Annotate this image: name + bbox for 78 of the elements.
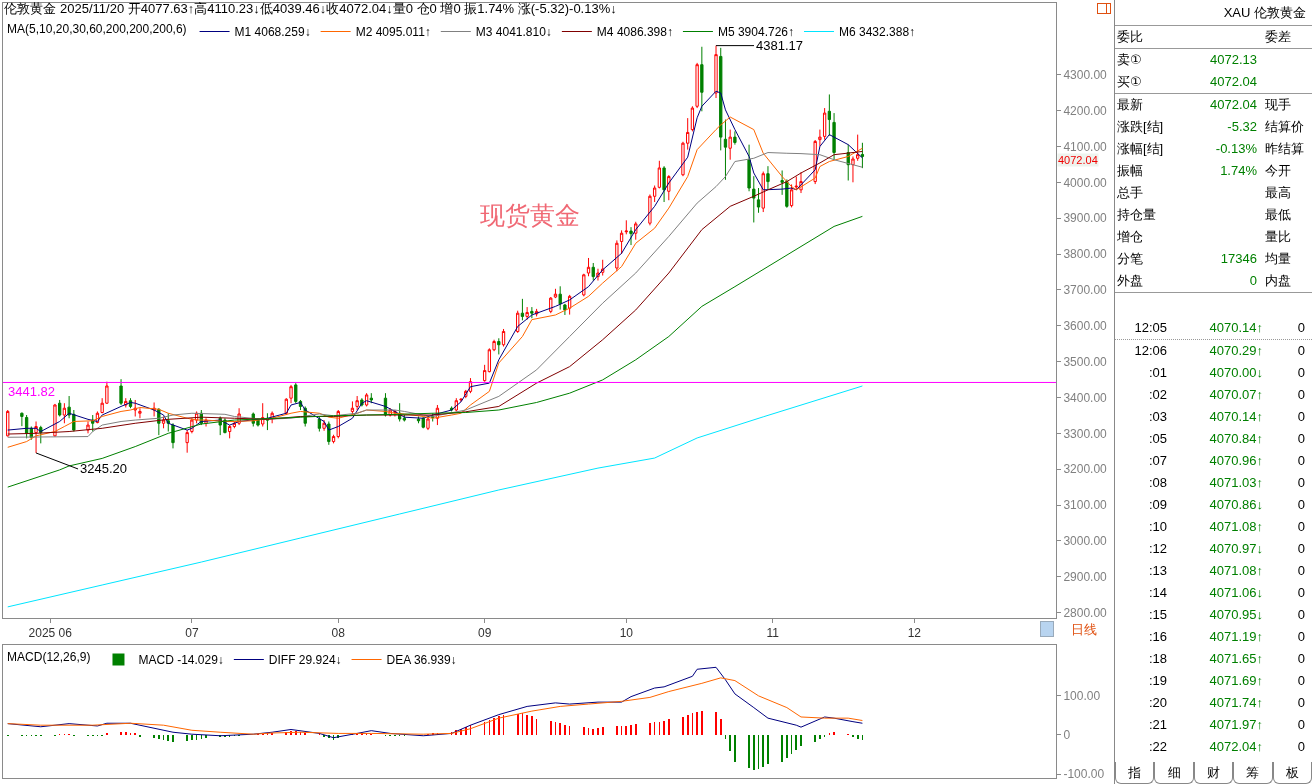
- y-tick-label: 3600.00: [1063, 318, 1108, 333]
- text: 12:05 4070.14↑ 0: [1134, 320, 1305, 335]
- legend-label: M4 4086.398↑: [596, 25, 673, 40]
- legend-title: MA(5,10,20,30,60,200,200,200,6): [7, 21, 187, 36]
- y-tick-label: 2800.00: [1063, 605, 1108, 620]
- text: :19 4071.69↑ 0: [1148, 673, 1305, 688]
- y-tick-label: 4100.00: [1063, 139, 1108, 154]
- y-tick-label: 3300.00: [1063, 426, 1108, 441]
- text: 买① 4072.04: [1117, 74, 1257, 89]
- text: :08 4071.03↑ 0: [1148, 475, 1305, 490]
- text: 总手 最高: [1117, 185, 1291, 200]
- text: :09 4070.86↓ 0: [1148, 497, 1305, 512]
- text: 12:06 4070.29↑ 0: [1134, 343, 1305, 358]
- y-tick-label: 4300.00: [1063, 67, 1108, 82]
- legend-label: M3 4041.810↓: [475, 25, 552, 40]
- text: :18 4071.65↑ 0: [1148, 651, 1305, 666]
- y-tick-label: 3900.00: [1063, 211, 1108, 226]
- y-tick-label: 3800.00: [1063, 247, 1108, 262]
- text: :01 4070.00↓ 0: [1148, 365, 1305, 380]
- text: :21 4071.97↑ 0: [1148, 717, 1305, 732]
- ref-line-label: 3441.82: [8, 384, 55, 399]
- text: :22 4072.04↑ 0: [1148, 739, 1305, 754]
- annotation: 现货黄金: [480, 201, 580, 229]
- text: 振幅 1.74% 今开: [1117, 163, 1291, 178]
- y-tick-label: 100.00: [1063, 689, 1101, 704]
- text: XAU 伦敦黄金: [1115, 0, 1312, 26]
- legend-title: MACD(12,26,9): [7, 649, 91, 664]
- text: :12 4070.97↓ 0: [1148, 541, 1305, 556]
- text: :07 4070.96↑ 0: [1148, 453, 1305, 468]
- text: 卖① 4072.13: [1117, 52, 1257, 67]
- legend-label: M2 4095.011↑: [355, 25, 431, 40]
- text: 分笔 17346 均量: [1117, 251, 1291, 266]
- text: 最新 4072.04 现手: [1117, 97, 1291, 112]
- y-tick-label: 4200.00: [1063, 103, 1108, 118]
- text: 指 细 财 筹 板: [1128, 765, 1299, 780]
- y-tick-label: 2900.00: [1063, 569, 1108, 584]
- legend-label: DIFF 29.924↓: [268, 653, 342, 668]
- x-tick-label: 10: [619, 626, 634, 641]
- y-tick-label: 3500.00: [1063, 354, 1108, 369]
- x-tick-label: 08: [331, 626, 346, 641]
- legend-label: M6 3432.388↑: [839, 25, 916, 40]
- text: 涨幅[结] -0.13% 昨结算: [1117, 141, 1304, 156]
- x-tick-label: 2025 06: [28, 626, 73, 641]
- legend-label: M5 3904.726↑: [717, 25, 794, 40]
- x-tick-label: 07: [185, 626, 199, 641]
- text: :03 4070.14↑ 0: [1148, 409, 1305, 424]
- text: :15 4070.95↓ 0: [1148, 607, 1305, 622]
- x-tick-label: 11: [766, 626, 780, 641]
- text: :05 4070.84↑ 0: [1148, 431, 1305, 446]
- annotation: 3245.20: [80, 461, 127, 476]
- y-tick-label: 3000.00: [1063, 534, 1108, 549]
- text: 持仓量 最低: [1117, 207, 1291, 222]
- text: 涨跌[结] -5.32 结算价: [1117, 119, 1304, 134]
- legend-label: MACD -14.029↓: [138, 653, 224, 668]
- y-tick-label: 3700.00: [1063, 283, 1108, 298]
- text: :13 4071.08↑ 0: [1148, 563, 1305, 578]
- text: 外盘 0 内盘: [1117, 273, 1291, 288]
- text: 委比 委差: [1117, 29, 1291, 44]
- text: :02 4070.07↑ 0: [1148, 387, 1305, 402]
- legend-label: M1 4068.259↓: [234, 25, 311, 40]
- y-tick-label: 4000.00: [1063, 175, 1108, 190]
- text: 日线: [1071, 622, 1097, 637]
- text: 增仓 量比: [1117, 229, 1291, 244]
- text: :10 4071.08↑ 0: [1148, 519, 1305, 534]
- text: :20 4071.74↑ 0: [1148, 695, 1305, 710]
- text: 4072.04: [1058, 154, 1098, 166]
- x-tick-label: 09: [477, 626, 492, 641]
- y-tick-label: 3100.00: [1063, 498, 1108, 513]
- text: :16 4071.19↑ 0: [1148, 629, 1305, 644]
- y-tick-label: 3200.00: [1063, 462, 1108, 477]
- y-tick-label: 0: [1063, 728, 1071, 743]
- x-tick-label: 12: [907, 626, 922, 641]
- y-tick-label: -100.00: [1063, 767, 1105, 782]
- y-tick-label: 3400.00: [1063, 390, 1108, 405]
- legend-label: DEA 36.939↓: [386, 653, 457, 668]
- chart-title: 伦敦黄金 2025/11/20 开4077.63↑高4110.23↓低4039.46↓收4072.04↓量0 仓0 增0 振1.74% 涨(-5.32)-0.13%↓: [4, 1, 617, 17]
- annotation: 4381.17: [756, 38, 803, 53]
- text: :14 4071.06↓ 0: [1148, 585, 1305, 600]
